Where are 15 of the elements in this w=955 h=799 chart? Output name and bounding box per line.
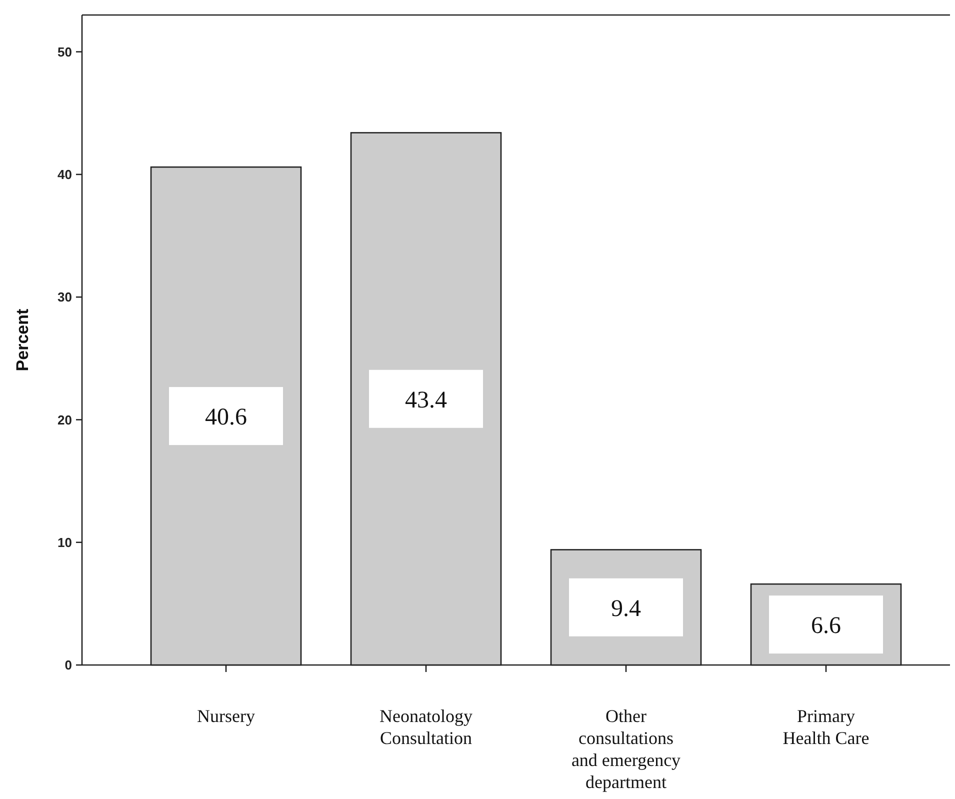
- y-tick-label: 40: [58, 166, 72, 182]
- data-label: 43.4: [405, 387, 447, 414]
- y-tick-label: 10: [58, 534, 72, 550]
- x-tick-label: Other consultations and emergency department: [571, 706, 681, 792]
- x-tick-label: Nursery: [197, 706, 255, 726]
- data-label: 9.4: [611, 596, 641, 622]
- y-tick-label: 20: [58, 412, 72, 428]
- y-tick-label: 50: [58, 44, 72, 60]
- x-tick-label: Primary Health Care: [782, 706, 870, 748]
- y-axis-title: Percent: [13, 308, 32, 372]
- data-label: 6.6: [811, 612, 841, 639]
- x-tick-label: Neonatology Consultation: [380, 706, 472, 748]
- y-tick-label: 30: [58, 290, 72, 305]
- y-tick-label: 0: [64, 658, 72, 673]
- data-label: 40.6: [205, 404, 247, 430]
